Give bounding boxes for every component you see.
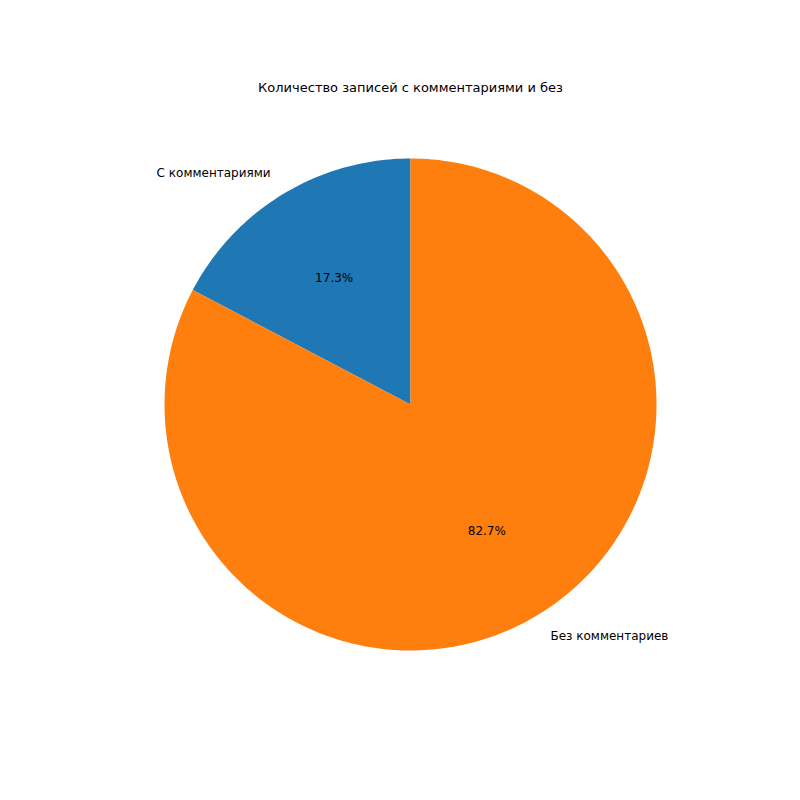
- svg-text:Без комментариев: Без комментариев: [550, 629, 668, 643]
- svg-text:17.3%: 17.3%: [315, 271, 353, 285]
- svg-text:82.7%: 82.7%: [468, 524, 506, 538]
- svg-text:Количество записей с комментар: Количество записей с комментариями и без: [258, 80, 563, 95]
- svg-text:С комментариями: С комментариями: [157, 166, 271, 180]
